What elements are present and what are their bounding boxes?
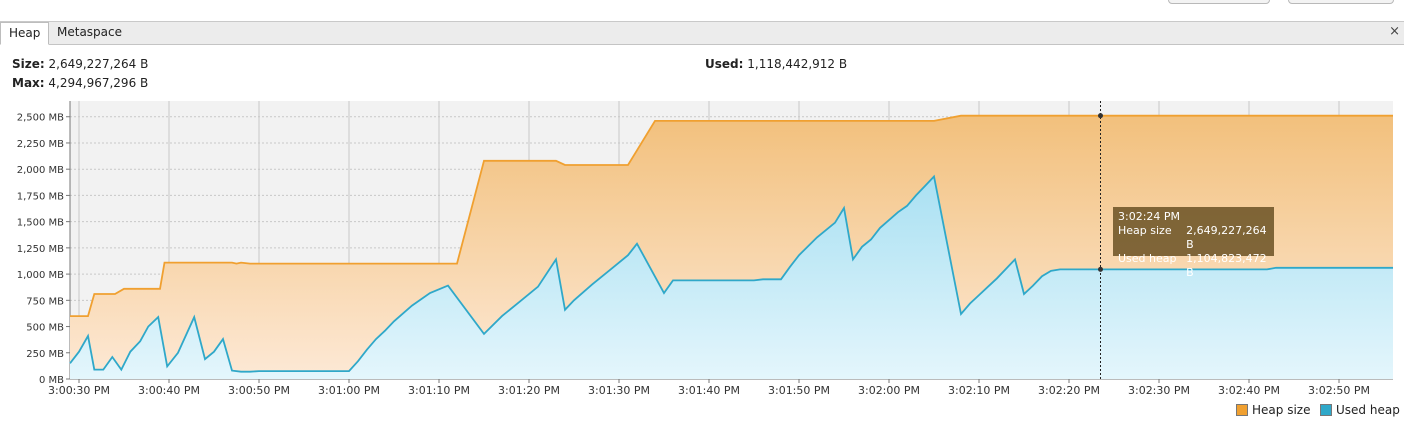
window-top-strip xyxy=(0,0,1404,22)
used-heap-line xyxy=(69,174,1393,373)
chart-tooltip: 3:02:24 PM Heap size 2,649,227,264 B Use… xyxy=(1113,207,1274,279)
x-tick-label: 3:01:30 PM xyxy=(588,384,650,397)
used-heap-area xyxy=(70,176,1393,379)
x-tick-label: 3:02:50 PM xyxy=(1308,384,1370,397)
x-tick-label: 3:01:50 PM xyxy=(768,384,830,397)
tooltip-used-label: Used heap xyxy=(1118,252,1177,265)
legend-label-used: Used heap xyxy=(1336,403,1400,417)
used-stat: Used: 1,118,442,912 B xyxy=(705,57,847,71)
x-tick-label: 3:02:00 PM xyxy=(858,384,920,397)
y-tick-label: 1,750 MB xyxy=(17,191,64,202)
x-tick-label: 3:00:50 PM xyxy=(228,384,290,397)
max-stat: Max: 4,294,967,296 B xyxy=(12,76,148,90)
tooltip-heap-row: Heap size 2,649,227,264 B xyxy=(1118,224,1274,252)
y-tick-label: 1,250 MB xyxy=(17,244,64,255)
legend-heap-size: Heap size xyxy=(1236,403,1310,417)
heap-size-line xyxy=(70,114,1393,317)
max-label: Max: xyxy=(12,76,45,90)
legend-label-heap: Heap size xyxy=(1252,403,1311,417)
y-tick-label: 250 MB xyxy=(26,349,64,360)
y-tick-label: 0 MB xyxy=(39,375,64,386)
cursor-used-point xyxy=(1098,266,1103,272)
x-tick-label: 3:01:00 PM xyxy=(318,384,380,397)
x-tick-label: 3:00:40 PM xyxy=(138,384,200,397)
tooltip-used-value: 1,104,823,472 B xyxy=(1186,252,1267,279)
legend-used-heap: Used heap xyxy=(1320,403,1400,417)
tooltip-time: 3:02:24 PM xyxy=(1118,210,1181,223)
used-value: 1,118,442,912 B xyxy=(747,57,848,71)
tab-bar: Heap Metaspace xyxy=(0,22,1404,45)
x-tick-label: 3:00:30 PM xyxy=(48,384,110,397)
heap-chart[interactable]: 0 MB 250 MB 500 MB 750 MB 1,000 MB 1,250 MB 1,… xyxy=(0,0,1404,400)
tab-heap[interactable]: Heap xyxy=(0,22,50,45)
x-tick-label: 3:02:30 PM xyxy=(1128,384,1190,397)
tooltip-heap-value: 2,649,227,264 B xyxy=(1186,224,1267,251)
y-tick-label: 2,000 MB xyxy=(17,165,64,176)
y-tick-label: 1,500 MB xyxy=(17,218,64,229)
tab-metaspace[interactable]: Metaspace xyxy=(57,25,122,39)
size-stat: Size: 2,649,227,264 B xyxy=(12,57,148,71)
y-tick-label: 500 MB xyxy=(26,323,64,334)
y-tick-label: 2,250 MB xyxy=(17,139,64,150)
y-tick-label: 750 MB xyxy=(26,296,64,307)
legend-swatch-used xyxy=(1320,404,1332,416)
x-tick-label: 3:01:40 PM xyxy=(678,384,740,397)
max-value: 4,294,967,296 B xyxy=(48,76,149,90)
tooltip-used-row: Used heap 1,104,823,472 B xyxy=(1118,252,1274,280)
size-label: Size: xyxy=(12,57,45,71)
x-tick-label: 3:01:20 PM xyxy=(498,384,560,397)
x-tick-label: 3:02:10 PM xyxy=(948,384,1010,397)
size-value: 2,649,227,264 B xyxy=(48,57,149,71)
x-tick-label: 3:01:10 PM xyxy=(408,384,470,397)
x-tick-label: 3:02:20 PM xyxy=(1038,384,1100,397)
cursor-heap-point xyxy=(1098,113,1103,119)
tooltip-heap-label: Heap size xyxy=(1118,224,1172,237)
used-label: Used: xyxy=(705,57,744,71)
y-tick-label: 1,000 MB xyxy=(17,270,64,281)
y-tick-label: 2,500 MB xyxy=(17,113,64,124)
legend-swatch-heap xyxy=(1236,404,1248,416)
close-icon[interactable]: × xyxy=(1389,24,1400,39)
x-tick-label: 3:02:40 PM xyxy=(1218,384,1280,397)
